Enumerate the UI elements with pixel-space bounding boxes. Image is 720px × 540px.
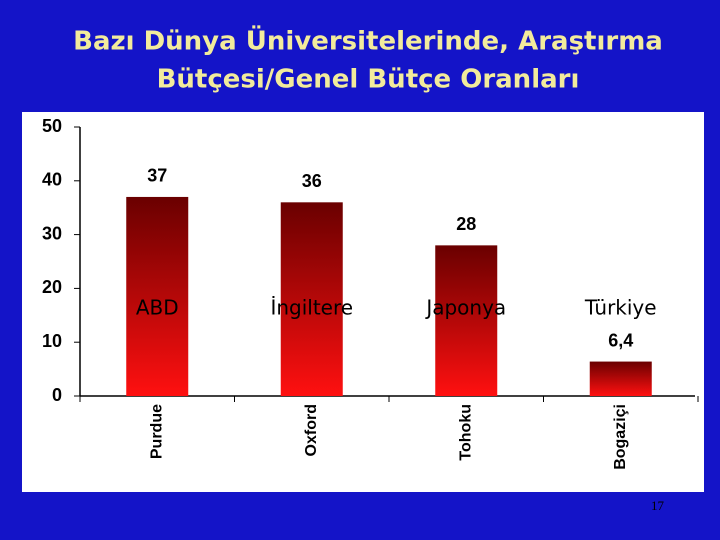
country-label: İngiltere (270, 296, 353, 320)
bar (126, 196, 189, 396)
page-number: 17 (651, 498, 665, 513)
country-label: ABD (136, 296, 179, 320)
value-label: 28 (456, 214, 476, 234)
country-label: Japonya (424, 296, 506, 320)
x-tick-label: Oxford (303, 404, 320, 456)
y-tick-label: 0 (52, 385, 62, 405)
value-label: 6,4 (608, 330, 633, 350)
bar (435, 245, 498, 396)
value-label: 37 (147, 166, 167, 186)
bar (589, 361, 652, 396)
country-label: Türkiye (584, 296, 657, 320)
value-label: 36 (302, 171, 322, 191)
y-tick-label: 10 (42, 331, 62, 351)
y-tick-label: 20 (42, 277, 62, 297)
y-tick-label: 30 (42, 223, 62, 243)
bar (280, 202, 343, 396)
x-tick-label: Bogaziçi (612, 404, 629, 470)
x-tick-label: Tohoku (457, 404, 474, 461)
chart-title: Bütçesi/Genel Bütçe Oranları (157, 65, 580, 95)
y-tick-label: 40 (42, 170, 62, 190)
y-tick-label: 50 (42, 116, 62, 136)
x-tick-label: Purdue (148, 404, 165, 459)
chart-title: Bazı Dünya Üniversitelerinde, Araştırma (73, 24, 663, 57)
